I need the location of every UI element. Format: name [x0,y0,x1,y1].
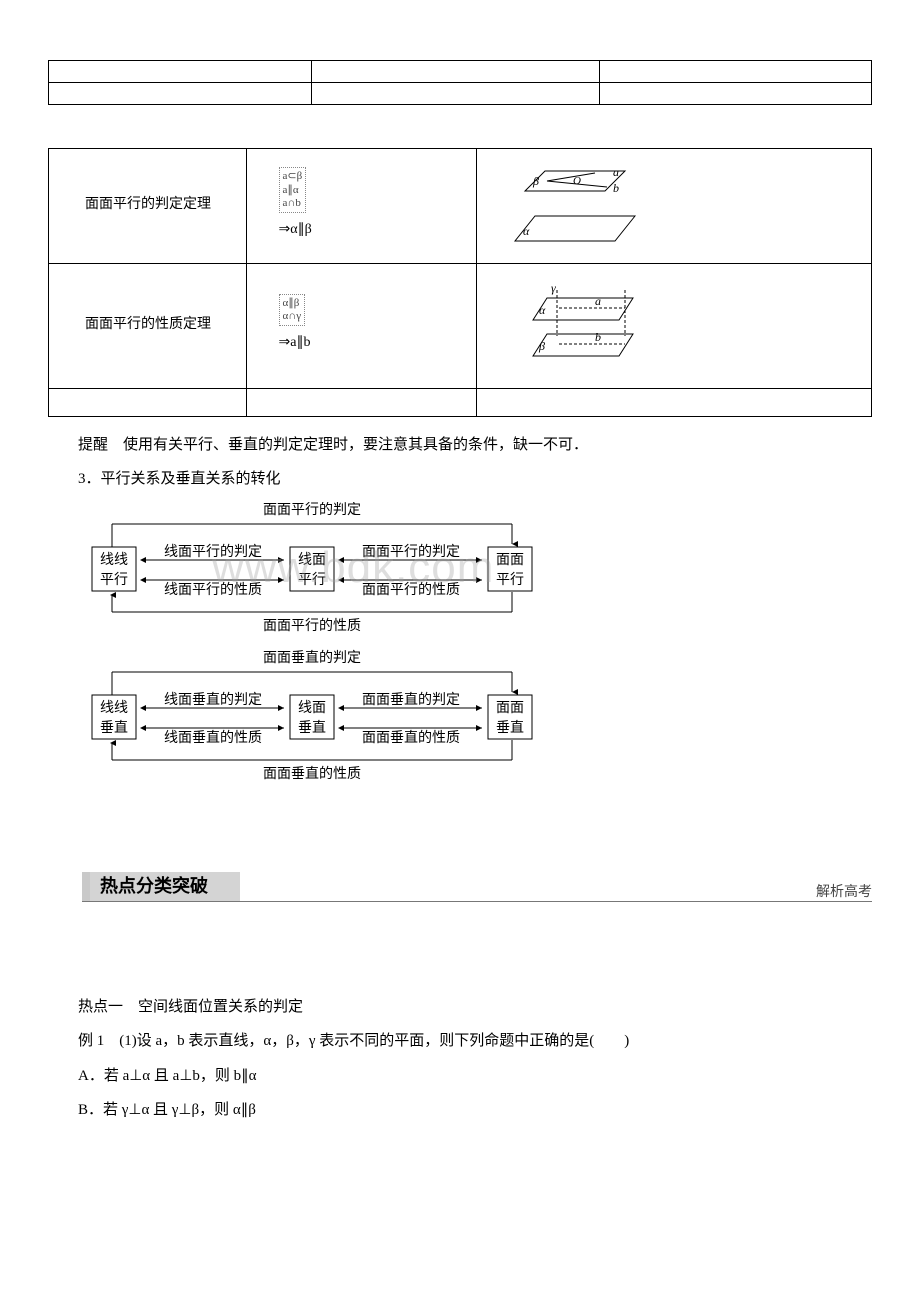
svg-text:线面平行的判定: 线面平行的判定 [164,544,262,560]
tip-paragraph: 提醒 使用有关平行、垂直的判定定理时，要注意其具备的条件，缺一不可． [48,431,872,460]
conclusion-text: ⇒a∥b [279,330,311,357]
theorems-table: 面面平行的判定定理 a⊂βa∥αa∩b ⇒α∥β β O a b α [48,148,872,417]
svg-text:线面: 线面 [298,552,326,568]
theorem-row-figure: β O a b α [476,148,871,263]
svg-text:线面: 线面 [298,700,326,716]
svg-text:面面平行的判定: 面面平行的判定 [263,502,361,518]
svg-text:线面垂直的判定: 线面垂直的判定 [164,691,262,708]
figure-plane-parallel-judgment: β O a b α [485,161,665,251]
svg-text:b: b [595,330,601,344]
theorem-row-formula: a⊂βa∥αa∩b ⇒α∥β [246,148,476,263]
banner-title: 热点分类突破 [90,872,240,902]
svg-text:线面平行的性质: 线面平行的性质 [164,582,262,598]
svg-text:垂直: 垂直 [496,719,524,736]
svg-text:平行: 平行 [298,572,326,588]
theorem-label: 面面平行的性质定理 [85,317,211,332]
svg-text:面面垂直的判定: 面面垂直的判定 [263,649,361,666]
svg-text:a: a [613,165,619,179]
svg-text:γ: γ [551,281,556,295]
example-1-stem: 例 1 (1)设 a，b 表示直线，α，β，γ 表示不同的平面，则下列命题中正确… [48,1027,872,1056]
svg-text:a: a [595,294,601,308]
premise-text: a⊂βa∥αa∩b [279,167,307,213]
theorem-row-formula: α∥βα∩γ ⇒a∥b [246,263,476,388]
svg-text:O: O [573,175,581,187]
theorem-row-label: 面面平行的判定定理 [49,148,247,263]
svg-text:面面: 面面 [496,553,524,568]
top-empty-table [48,60,872,105]
svg-text:面面垂直的性质: 面面垂直的性质 [263,765,361,782]
theorem-row-label: 面面平行的性质定理 [49,263,247,388]
svg-text:面面垂直的性质: 面面垂直的性质 [362,729,460,746]
svg-text:面面平行的性质: 面面平行的性质 [263,618,361,634]
svg-text:面面: 面面 [496,701,524,716]
theorem-row-figure: γ α a β b [476,263,871,388]
option-a: A．若 a⊥α 且 a⊥b，则 b∥α [48,1062,872,1091]
svg-text:α: α [523,224,530,238]
theorem-label: 面面平行的判定定理 [85,197,211,212]
svg-text:面面平行的性质: 面面平行的性质 [362,582,460,598]
svg-text:b: b [613,181,619,195]
svg-text:垂直: 垂直 [100,719,128,736]
section-banner: 热点分类突破 解析高考 [82,872,872,906]
banner-tail: 解析高考 [816,880,872,907]
svg-text:平行: 平行 [100,572,128,588]
svg-text:α: α [539,303,546,317]
svg-text:平行: 平行 [496,572,524,588]
svg-text:线线: 线线 [100,552,128,568]
option-b: B．若 γ⊥α 且 γ⊥β，则 α∥β [48,1096,872,1125]
hot-topic-heading: 热点一 空间线面位置关系的判定 [48,993,872,1022]
svg-text:面面垂直的判定: 面面垂直的判定 [362,691,460,708]
svg-text:β: β [538,339,545,353]
conclusion-text: ⇒α∥β [279,217,312,244]
svg-text:线面垂直的性质: 线面垂直的性质 [164,729,262,746]
heading-3: 3．平行关系及垂直关系的转化 [48,465,872,494]
figure-plane-parallel-property: γ α a β b [485,276,665,376]
relation-flow-diagram: www.bdk.com 面面平行的判定 线线 平行 [82,502,872,832]
svg-text:线线: 线线 [100,700,128,716]
premise-text: α∥βα∩γ [279,294,306,326]
svg-text:β: β [532,174,539,188]
svg-text:垂直: 垂直 [298,719,326,736]
svg-text:面面平行的判定: 面面平行的判定 [362,544,460,560]
